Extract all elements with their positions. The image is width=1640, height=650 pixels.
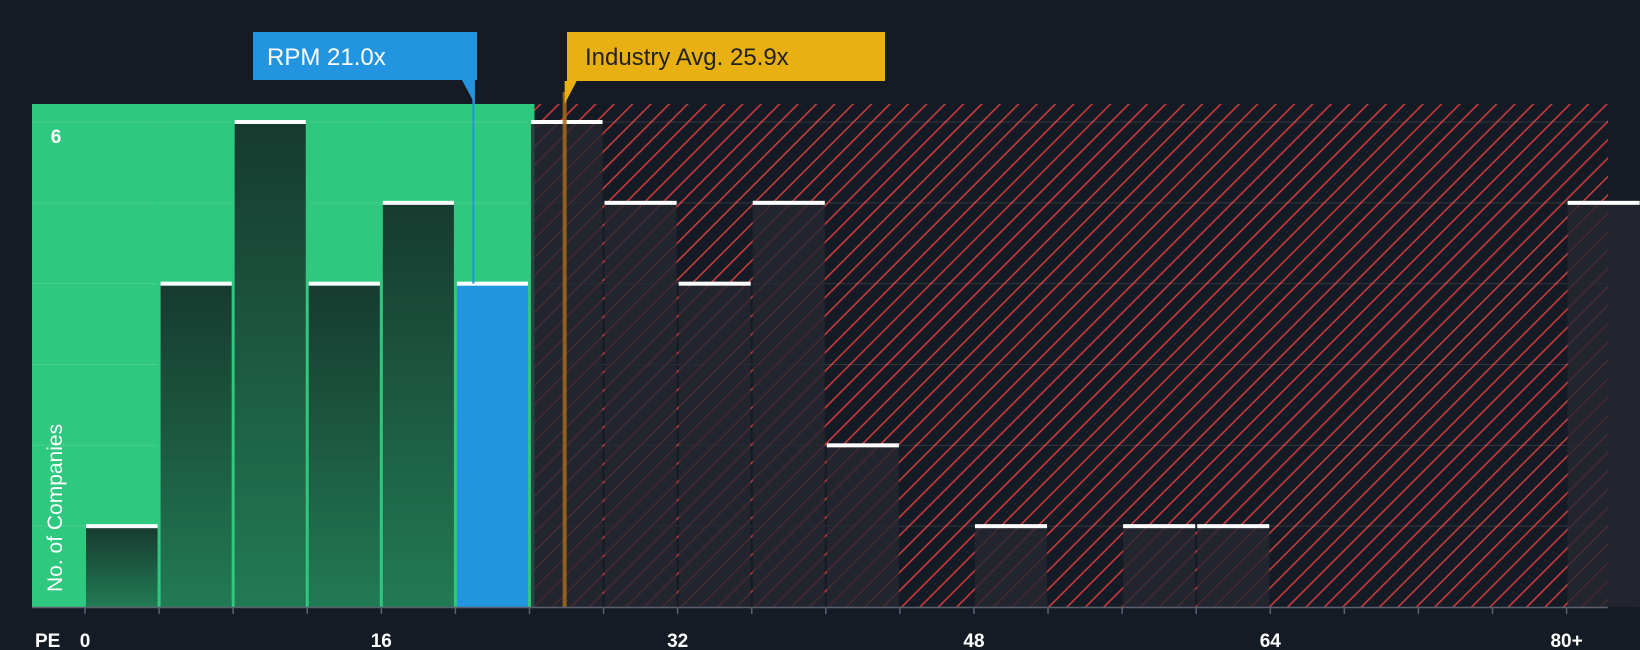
company-callout-label: RPM 21.0x (267, 44, 386, 71)
bar-top-marker (752, 200, 825, 205)
histogram-bar (382, 202, 455, 608)
bar-top-marker (160, 281, 233, 286)
industry-avg-line (562, 92, 567, 607)
x-tick-label: 16 (371, 631, 392, 650)
x-tick-label: 0 (80, 631, 91, 650)
histogram-bar (974, 526, 1048, 607)
industry-callout-label: Industry Avg. 25.9x (585, 44, 789, 71)
histogram-bar (826, 445, 899, 607)
x-tick-label: 80+ (1550, 631, 1582, 650)
bin-separators (157, 104, 531, 607)
x-tick-label: 48 (963, 631, 984, 650)
histogram-bar (1197, 526, 1270, 607)
x-axis-label: PE (35, 631, 60, 650)
histogram-bar (1567, 202, 1640, 608)
company-bar (456, 283, 529, 607)
bar-top-marker (234, 120, 307, 124)
bar-top-marker (604, 200, 677, 205)
industry-callout: Industry Avg. 25.9x (564, 32, 885, 104)
bar-top-marker (1197, 524, 1270, 529)
x-tick-label: 64 (1260, 631, 1282, 650)
histogram-bar (1123, 526, 1196, 607)
y-tick-label: 6 (51, 127, 62, 148)
bar-top-marker (678, 281, 751, 286)
bar-top-marker (826, 443, 899, 448)
histogram-bar (752, 202, 825, 608)
histogram-bar (678, 283, 751, 607)
histogram-bar (308, 283, 381, 607)
y-axis-label: No. of Companies (44, 424, 67, 592)
company-callout-box (253, 32, 477, 104)
y-tick-labels: 6 (51, 127, 62, 148)
bar-top-marker (974, 524, 1048, 529)
industry-callout-box (564, 32, 885, 104)
bars (86, 120, 1640, 608)
bar-top-marker (1567, 200, 1640, 205)
bar-top-marker (86, 524, 159, 529)
company-callout: RPM 21.0x (253, 32, 477, 104)
x-axis-ticks: 0 16 32 48 64 80+ (80, 607, 1583, 650)
histogram-bar (160, 283, 233, 607)
x-tick-label: 32 (667, 631, 688, 650)
histogram-bar (604, 202, 677, 608)
histogram-bar (86, 526, 159, 607)
bar-top-marker (382, 200, 455, 205)
bar-top-marker (456, 281, 529, 286)
bar-top-marker (1123, 524, 1196, 529)
histogram-bar (234, 122, 307, 607)
bar-top-marker (308, 281, 381, 286)
